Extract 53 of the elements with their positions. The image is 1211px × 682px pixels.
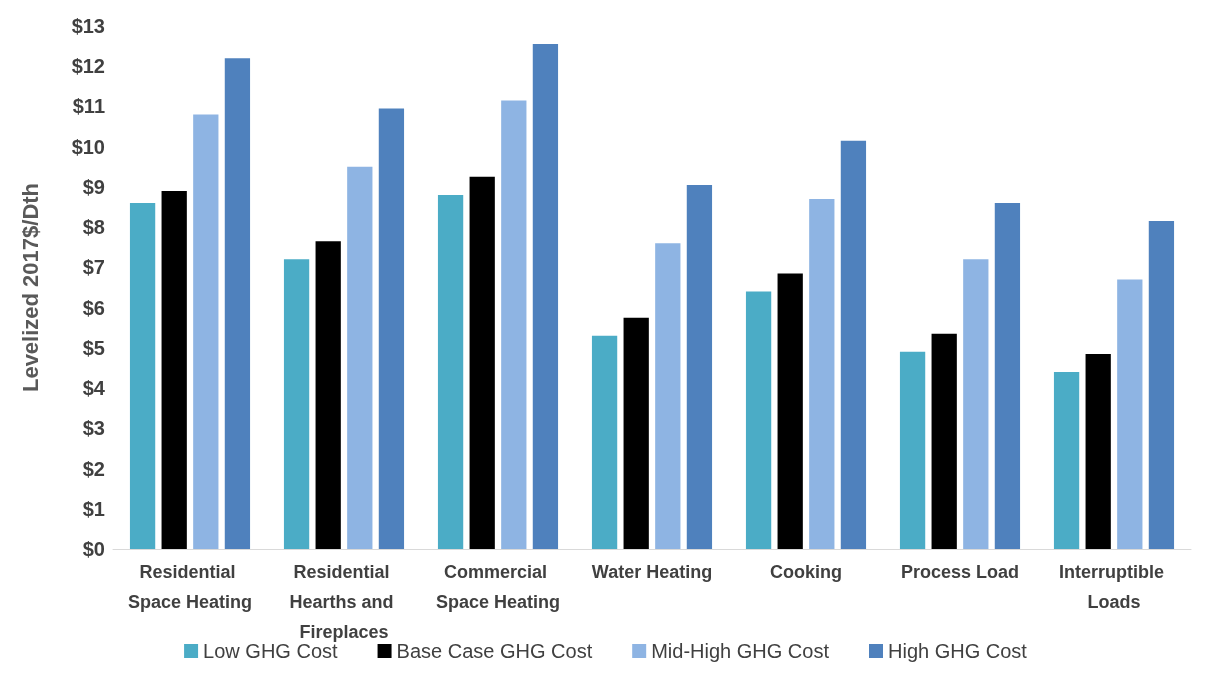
bar: [745, 291, 772, 549]
y-tick-label: $4: [82, 377, 106, 400]
bar: [224, 58, 251, 549]
y-tick-label: $6: [82, 296, 105, 319]
bar: [686, 184, 713, 549]
x-tick-label: Interruptible Loads: [1058, 562, 1170, 612]
y-tick-label: $8: [82, 216, 105, 239]
bar: [777, 273, 803, 549]
x-tick-label: Process Load: [900, 562, 1020, 582]
bar: [840, 140, 867, 549]
bar: [655, 243, 681, 549]
bar: [501, 100, 527, 549]
bar: [931, 333, 957, 549]
y-tick-label: $9: [82, 175, 105, 198]
bar: [591, 335, 618, 549]
bar: [378, 108, 405, 549]
bar: [437, 194, 464, 549]
bar: [994, 203, 1021, 549]
y-tick-label: $3: [82, 417, 105, 440]
bar: [963, 259, 989, 549]
y-tick-label: $11: [72, 95, 105, 118]
bar: [899, 351, 926, 549]
bar: [347, 166, 373, 549]
bar: [315, 241, 341, 549]
bar: [1117, 279, 1143, 549]
legend-label: Base Case GHG Cost: [396, 640, 593, 662]
x-tick-label: Water Heating: [591, 562, 713, 582]
x-tick-label: Residential Hearths and Fireplaces: [289, 562, 399, 642]
bar: [161, 190, 187, 549]
y-tick-label: $12: [71, 55, 105, 78]
bar: [623, 317, 649, 549]
y-axis-title: Levelized 2017$/Dth: [17, 182, 43, 393]
legend-label: High GHG Cost: [888, 640, 1028, 662]
bar: [129, 203, 156, 549]
x-tick-label: Residential Space Heating: [127, 562, 253, 612]
bar: [469, 176, 495, 549]
bar: [1053, 371, 1080, 549]
y-tick-label: $0: [82, 538, 105, 560]
bar: [193, 114, 219, 549]
y-tick-label: $13: [71, 15, 105, 37]
bar: [809, 198, 835, 549]
legend-label: Mid-High GHG Cost: [651, 640, 830, 662]
y-tick-label: $5: [82, 336, 105, 359]
bar: [532, 44, 559, 549]
bar: [283, 259, 310, 549]
y-tick-label: $7: [82, 256, 105, 279]
bar: [1148, 221, 1175, 549]
y-tick-label: $10: [71, 135, 105, 158]
x-tick-label: Commercial Space Heating: [435, 562, 561, 612]
bar: [1085, 353, 1111, 549]
y-tick-label: $1: [82, 497, 105, 520]
y-tick-label: $2: [82, 457, 105, 480]
x-tick-label: Cooking: [770, 562, 842, 582]
